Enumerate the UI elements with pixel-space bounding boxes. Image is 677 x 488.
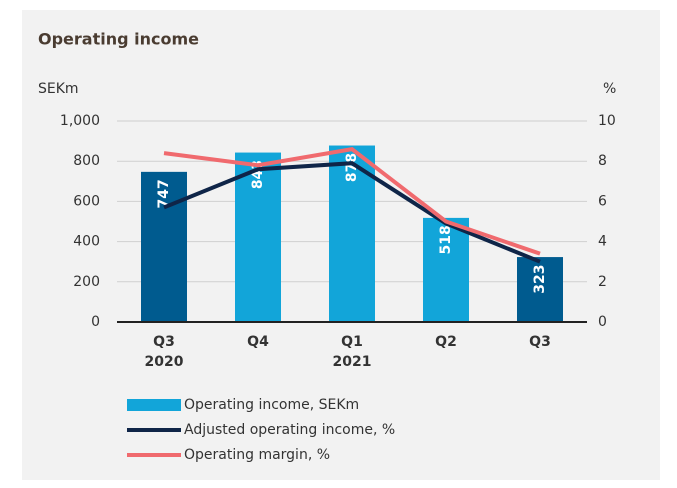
y-tick-label: 800 <box>73 153 100 169</box>
bar-value-label: 878 <box>344 153 360 182</box>
x-tick-label-line: Q3 <box>529 334 551 350</box>
x-tick-label: Q4 <box>247 334 269 350</box>
bar-value-label: 323 <box>532 264 548 293</box>
x-tick-label-line: Q4 <box>247 334 269 350</box>
y2-tick-label: 10 <box>598 113 616 129</box>
bar <box>517 257 563 322</box>
y-tick-label: 400 <box>73 234 100 250</box>
legend-label: Operating income, SEKm <box>184 397 359 413</box>
legend-label: Operating margin, % <box>184 447 330 463</box>
y2-axis-label: % <box>603 81 616 97</box>
y-tick-label: 200 <box>73 274 100 290</box>
legend-label: Adjusted operating income, % <box>184 422 395 438</box>
y2-tick-label: 4 <box>598 234 607 250</box>
x-tick-label: Q3 2020 <box>145 334 184 370</box>
y2-tick-label: 8 <box>598 153 607 169</box>
line <box>163 161 541 264</box>
bar-value-label: 747 <box>156 179 172 208</box>
chart-title: Operating income <box>38 30 199 49</box>
x-tick-label: Q1 2021 <box>333 334 372 370</box>
x-tick-label-line: Q1 <box>341 334 363 350</box>
y-tick-label: 1,000 <box>60 113 100 129</box>
line <box>163 147 541 256</box>
y2-tick-label: 6 <box>598 193 607 209</box>
legend-swatch <box>127 399 181 411</box>
y2-tick-label: 0 <box>598 314 607 330</box>
x-tick-label: Q2 <box>435 334 457 350</box>
bar <box>141 171 187 322</box>
bar <box>423 217 469 322</box>
x-tick-label-line: 2020 <box>145 354 184 370</box>
x-tick-label-line: Q3 <box>153 334 175 350</box>
bar-value-label: 518 <box>438 225 454 254</box>
x-tick-label: Q3 <box>529 334 551 350</box>
y-tick-label: 0 <box>91 314 100 330</box>
y-axis-label: SEKm <box>38 81 79 97</box>
x-tick-label-line: Q2 <box>435 334 457 350</box>
bar <box>235 152 281 322</box>
y-tick-label: 600 <box>73 193 100 209</box>
x-tick-label-line: 2021 <box>333 354 372 370</box>
y2-tick-label: 2 <box>598 274 607 290</box>
